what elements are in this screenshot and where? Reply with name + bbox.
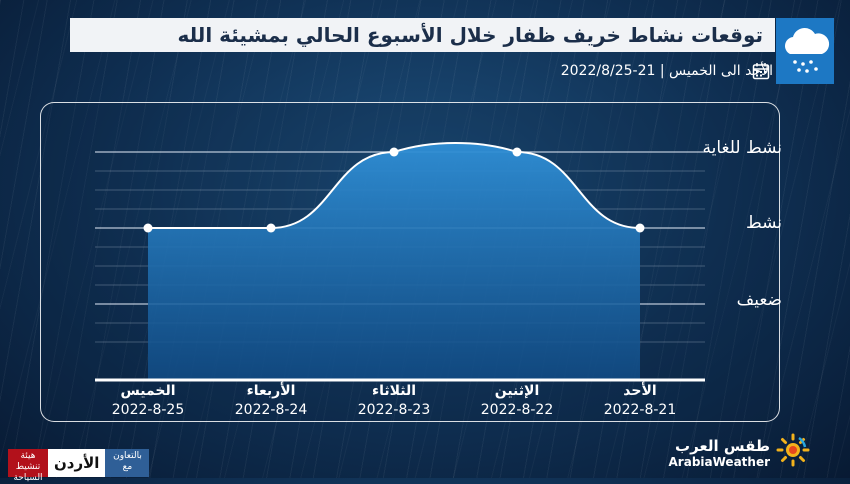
x-tick-day-label: الأحد	[623, 383, 657, 399]
x-tick-day-label: الأربعاء	[246, 383, 296, 399]
data-point	[266, 223, 276, 233]
brand-logo: طقس العرب ArabiaWeather	[658, 438, 770, 470]
data-point	[635, 223, 645, 233]
page-title: توقعات نشاط خريف ظفار خلال الأسبوع الحال…	[70, 18, 775, 52]
y-level-label: نشط للغاية	[702, 138, 782, 158]
x-tick-day-label: الخميس	[120, 383, 176, 399]
x-tick-date-label: 2022-8-22	[480, 402, 554, 418]
area-fill	[148, 143, 640, 380]
x-tick-date-label: 2022-8-24	[234, 402, 308, 418]
x-tick-date-label: 2022-8-23	[357, 402, 431, 418]
brand-name-ar: طقس العرب	[675, 437, 770, 455]
data-point	[512, 147, 522, 157]
y-level-label: نشط	[745, 213, 782, 233]
partner-name: الأردن	[48, 449, 106, 477]
partner-logo: هيئة تنشيط السياحة الأردن بالتعاون مع	[8, 449, 150, 483]
arabiaweather-sun-icon	[775, 432, 811, 468]
partner-with-label: بالتعاون مع	[105, 449, 150, 477]
y-level-label: ضعيف	[736, 290, 782, 310]
partner-tag: هيئة تنشيط السياحة	[8, 449, 48, 483]
data-point	[389, 147, 399, 157]
forecast-period: الأحد الى الخميس | 21-2022/8/25	[560, 63, 773, 79]
brand-name-en: ArabiaWeather	[668, 455, 770, 469]
x-tick-day-label: الإثنين	[494, 383, 540, 399]
x-tick-day-label: الثلاثاء	[371, 383, 417, 399]
data-point	[143, 223, 153, 233]
x-tick-date-label: 2022-8-21	[603, 402, 677, 418]
rain-cloud-icon	[776, 18, 834, 84]
calendar-icon	[752, 62, 770, 80]
x-tick-date-label: 2022-8-25	[111, 402, 185, 418]
